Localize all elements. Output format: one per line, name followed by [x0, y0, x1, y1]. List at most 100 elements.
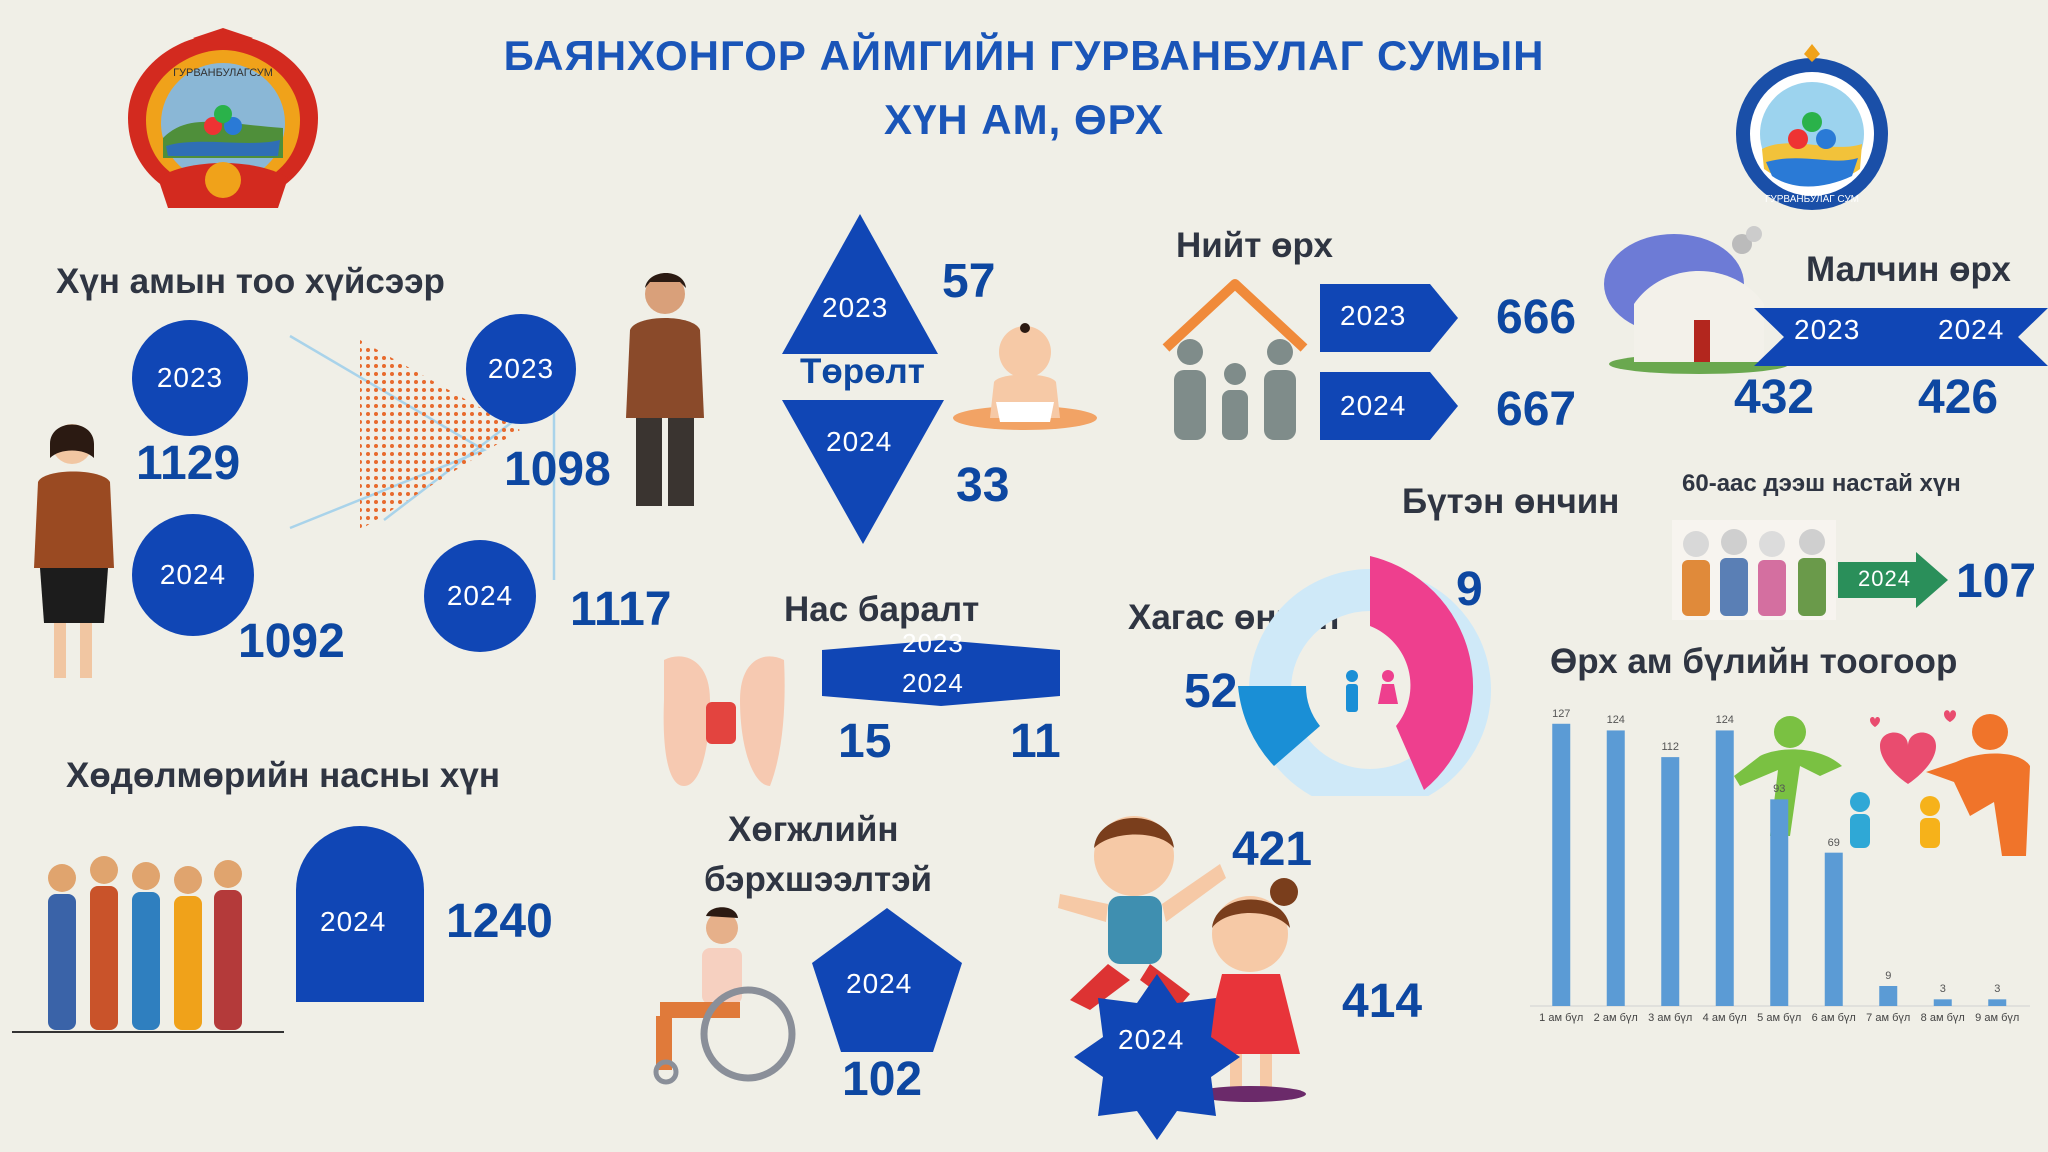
herder-2023-value: 432 — [1734, 371, 1815, 424]
woman-illustration — [24, 418, 124, 688]
page-subtitle: ХҮН АМ, ӨРХ — [883, 96, 1165, 143]
bar-1 — [1552, 723, 1571, 1006]
bar-value-label-2: 124 — [1606, 714, 1625, 727]
bar-value-label-6: 69 — [1827, 836, 1840, 849]
family-hearts-illustration — [1730, 706, 2048, 866]
bar-chart-svg — [1530, 723, 2030, 1007]
ger-illustration — [1604, 224, 1794, 374]
births-triangle-up — [780, 214, 940, 354]
households-2024-value: 667 — [1496, 383, 1577, 436]
male-2024-year: 2024 — [446, 580, 514, 611]
category-label-9: 9 ам бүл — [1975, 1012, 2020, 1024]
male-2024-circle: 2024 — [424, 540, 536, 652]
female-2023-circle: 2023 — [132, 320, 248, 436]
bar-value-label-3: 112 — [1661, 741, 1680, 754]
population-heading: Хүн амын тоо хүйсээр — [56, 262, 445, 301]
male-2024-value: 1117 — [570, 583, 672, 636]
wheelchair-illustration — [636, 906, 796, 1086]
bar-value-label-9: 3 — [1994, 983, 2001, 996]
disabled-value: 102 — [842, 1053, 923, 1106]
elderly-illustration — [1672, 520, 1836, 620]
female-2024-circle: 2024 — [132, 514, 254, 636]
category-label-6: 6 ам бүл — [1811, 1012, 1856, 1024]
household-size-bar-chart: 127 1 ам бүл 124 2 ам бүл 112 3 ам бүл 124 4 ам… — [1530, 696, 2030, 1056]
female-2024-year: 2024 — [159, 559, 227, 590]
bar-value-label-5: 93 — [1773, 783, 1786, 796]
deaths-hexagon — [822, 640, 1060, 706]
deaths-2023-year: 2023 — [902, 628, 964, 658]
left-logo-text: ГУРВАНБУЛАГСУМ — [173, 67, 273, 79]
bar-value-label-7: 9 — [1885, 970, 1892, 982]
herder-households-heading: Малчин өрх — [1806, 250, 2011, 289]
half-orphans-value: 52 — [1184, 665, 1238, 718]
elderly-value: 107 — [1956, 555, 2037, 608]
bar-9 — [1988, 999, 2007, 1006]
bar-2 — [1606, 730, 1625, 1006]
male-2023-value: 1098 — [504, 443, 611, 496]
female-2023-year: 2023 — [156, 362, 224, 393]
households-2023-arrow — [1320, 284, 1458, 352]
deaths-2023-value: 15 — [838, 715, 892, 768]
bar-6 — [1824, 852, 1843, 1006]
elderly-year: 2024 — [1858, 566, 1911, 591]
family-house-illustration — [1160, 278, 1310, 444]
full-orphans-value: 9 — [1456, 563, 1483, 616]
working-age-heading: Хөдөлмөрийн насны хүн — [66, 756, 500, 795]
right-emblem-logo: ГУРВАНБУЛАГ СУМ — [1732, 44, 1892, 214]
page-title: БАЯНХОНГОР АЙМГИЙН ГУРВАНБУЛАГ СУМЫН — [503, 32, 1545, 79]
herder-2024-value: 426 — [1918, 371, 1999, 424]
children-illustration — [1050, 804, 1310, 1104]
bar-7 — [1879, 986, 1898, 1006]
girls-value: 414 — [1342, 975, 1423, 1028]
man-illustration — [620, 268, 710, 508]
children-year: 2024 — [1118, 1024, 1185, 1055]
herder-2023-year: 2023 — [1794, 314, 1861, 345]
bar-5 — [1770, 799, 1789, 1006]
chart-title: Өрх ам бүлийн тоогоор — [1550, 642, 1958, 681]
category-label-3: 3 ам бүл — [1648, 1012, 1693, 1024]
category-label-8: 8 ам бүл — [1920, 1012, 1965, 1024]
working-age-value: 1240 — [446, 895, 553, 948]
disabled-year: 2024 — [846, 968, 913, 999]
bar-value-label-8: 3 — [1939, 983, 1946, 996]
disabled-pentagon — [812, 908, 962, 1052]
disabled-heading-line2: бэрхшээлтэй — [704, 860, 933, 899]
households-2023-year: 2023 — [1340, 300, 1407, 331]
bar-3 — [1661, 757, 1680, 1006]
households-heading: Нийт өрх — [1176, 226, 1333, 265]
male-2023-circle: 2023 — [466, 314, 576, 424]
female-2024-value: 1092 — [238, 615, 345, 668]
households-2023-value: 666 — [1496, 291, 1577, 344]
category-label-4: 4 ам бүл — [1702, 1012, 1747, 1024]
children-star — [1074, 974, 1240, 1140]
births-2023-value: 57 — [942, 255, 996, 308]
bar-4 — [1715, 730, 1734, 1006]
feet-illustration — [644, 640, 804, 790]
deaths-heading: Нас баралт — [784, 590, 980, 629]
working-age-year: 2024 — [320, 906, 387, 937]
right-logo-text: ГУРВАНБУЛАГ СУМ — [1765, 194, 1859, 205]
category-label-2: 2 ам бүл — [1593, 1012, 1638, 1024]
bar-8 — [1933, 999, 1952, 1006]
births-2023-year: 2023 — [822, 292, 889, 323]
category-label-7: 7 ам бүл — [1866, 1012, 1911, 1024]
bar-value-label-1: 127 — [1552, 707, 1571, 720]
working-age-arch — [296, 826, 424, 1002]
full-orphans-heading: Бүтэн өнчин — [1402, 482, 1620, 521]
households-2024-year: 2024 — [1340, 390, 1407, 421]
births-2024-year: 2024 — [826, 426, 893, 457]
elderly-heading: 60-аас дээш настай хүн — [1682, 470, 1961, 497]
boys-value: 421 — [1232, 823, 1313, 876]
elderly-arrow — [1838, 552, 1948, 608]
births-heading: Төрөлт — [800, 352, 925, 391]
deaths-2024-year: 2024 — [902, 668, 964, 698]
category-label-1: 1 ам бүл — [1539, 1012, 1584, 1024]
disabled-heading-line1: Хөгжлийн — [728, 810, 899, 849]
households-2024-arrow — [1320, 372, 1458, 440]
births-2024-value: 33 — [956, 459, 1010, 512]
herder-2024-year: 2024 — [1938, 314, 2005, 345]
left-emblem-logo: ГУРВАНБУЛАГСУМ — [118, 28, 328, 218]
male-2023-year: 2023 — [487, 353, 555, 384]
deaths-2024-value: 11 — [1010, 715, 1061, 768]
female-2023-value: 1129 — [136, 437, 241, 490]
